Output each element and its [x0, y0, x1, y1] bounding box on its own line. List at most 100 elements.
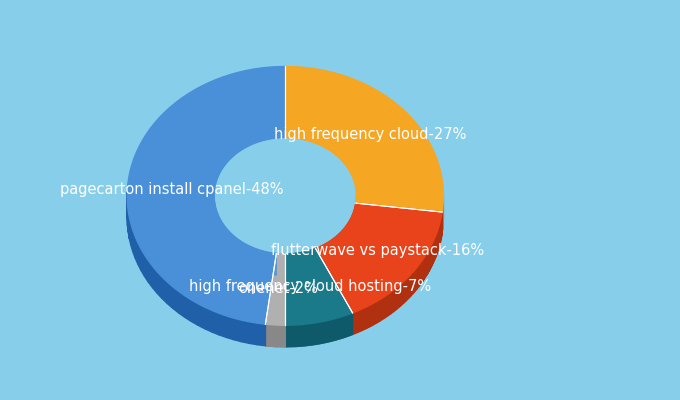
Polygon shape — [262, 251, 266, 273]
Polygon shape — [362, 308, 364, 330]
Polygon shape — [333, 238, 334, 261]
Polygon shape — [162, 277, 167, 304]
Polygon shape — [325, 321, 326, 343]
Polygon shape — [304, 324, 305, 346]
Polygon shape — [286, 248, 352, 325]
Polygon shape — [228, 230, 230, 254]
Polygon shape — [252, 247, 256, 270]
Polygon shape — [289, 325, 290, 347]
Polygon shape — [335, 236, 336, 259]
Polygon shape — [290, 325, 291, 347]
Polygon shape — [409, 274, 411, 298]
Polygon shape — [341, 231, 342, 254]
Polygon shape — [301, 324, 302, 346]
Polygon shape — [420, 262, 422, 285]
Polygon shape — [307, 324, 309, 346]
Polygon shape — [216, 208, 217, 233]
Polygon shape — [324, 321, 325, 343]
Polygon shape — [249, 246, 252, 269]
Polygon shape — [322, 321, 324, 343]
Polygon shape — [324, 244, 325, 266]
Text: high frequency cloud hosting-7%: high frequency cloud hosting-7% — [189, 279, 431, 294]
Polygon shape — [319, 322, 320, 344]
Polygon shape — [422, 260, 423, 283]
Polygon shape — [241, 320, 250, 344]
Polygon shape — [219, 313, 226, 338]
Polygon shape — [316, 322, 317, 344]
Polygon shape — [423, 258, 424, 282]
Polygon shape — [148, 261, 153, 288]
Polygon shape — [291, 325, 292, 347]
Polygon shape — [288, 325, 289, 347]
Polygon shape — [292, 325, 294, 347]
Polygon shape — [211, 310, 219, 335]
Polygon shape — [191, 300, 198, 325]
Polygon shape — [215, 206, 216, 230]
Polygon shape — [343, 229, 344, 251]
Polygon shape — [339, 233, 340, 255]
Polygon shape — [360, 309, 362, 332]
Polygon shape — [367, 306, 369, 328]
Polygon shape — [318, 247, 319, 269]
Polygon shape — [382, 296, 384, 320]
Polygon shape — [218, 214, 219, 238]
Polygon shape — [432, 242, 433, 266]
Polygon shape — [401, 283, 402, 306]
Polygon shape — [328, 320, 329, 342]
Polygon shape — [388, 292, 390, 315]
Polygon shape — [127, 66, 286, 324]
Polygon shape — [217, 211, 218, 236]
Polygon shape — [411, 273, 412, 296]
Text: flutterwave vs paystack-16%: flutterwave vs paystack-16% — [271, 243, 484, 258]
Polygon shape — [333, 319, 334, 341]
Polygon shape — [318, 322, 319, 344]
Polygon shape — [435, 236, 436, 259]
Polygon shape — [205, 307, 211, 332]
Polygon shape — [347, 314, 348, 336]
Polygon shape — [342, 230, 343, 253]
Polygon shape — [327, 242, 328, 264]
Polygon shape — [341, 317, 342, 338]
Polygon shape — [332, 319, 333, 341]
Polygon shape — [321, 246, 322, 268]
Polygon shape — [338, 234, 339, 257]
Polygon shape — [386, 294, 388, 317]
Polygon shape — [265, 254, 286, 325]
Polygon shape — [305, 324, 307, 346]
Polygon shape — [329, 241, 330, 263]
Polygon shape — [364, 307, 367, 329]
Polygon shape — [380, 298, 382, 321]
Polygon shape — [358, 310, 360, 332]
Polygon shape — [311, 323, 312, 345]
Polygon shape — [344, 316, 345, 338]
Polygon shape — [240, 241, 243, 264]
Polygon shape — [373, 302, 376, 325]
Polygon shape — [355, 311, 358, 334]
Polygon shape — [237, 239, 240, 262]
Polygon shape — [326, 320, 327, 342]
Polygon shape — [131, 224, 133, 252]
Polygon shape — [299, 324, 301, 346]
Polygon shape — [317, 322, 318, 344]
Polygon shape — [396, 286, 398, 309]
Polygon shape — [179, 292, 185, 317]
Polygon shape — [340, 232, 341, 254]
Polygon shape — [135, 236, 138, 264]
Text: pagecarton install cpanel-48%: pagecarton install cpanel-48% — [60, 182, 284, 198]
Polygon shape — [431, 244, 432, 268]
Polygon shape — [352, 312, 355, 334]
Polygon shape — [402, 281, 404, 304]
Polygon shape — [437, 229, 438, 253]
Polygon shape — [303, 324, 304, 346]
Polygon shape — [328, 242, 329, 264]
Polygon shape — [327, 320, 328, 342]
Polygon shape — [198, 304, 205, 329]
Polygon shape — [418, 264, 420, 287]
Polygon shape — [433, 240, 434, 264]
Polygon shape — [342, 316, 343, 338]
Polygon shape — [269, 252, 273, 275]
Polygon shape — [425, 254, 426, 278]
Polygon shape — [157, 272, 162, 298]
Polygon shape — [339, 317, 341, 339]
Polygon shape — [335, 318, 336, 340]
